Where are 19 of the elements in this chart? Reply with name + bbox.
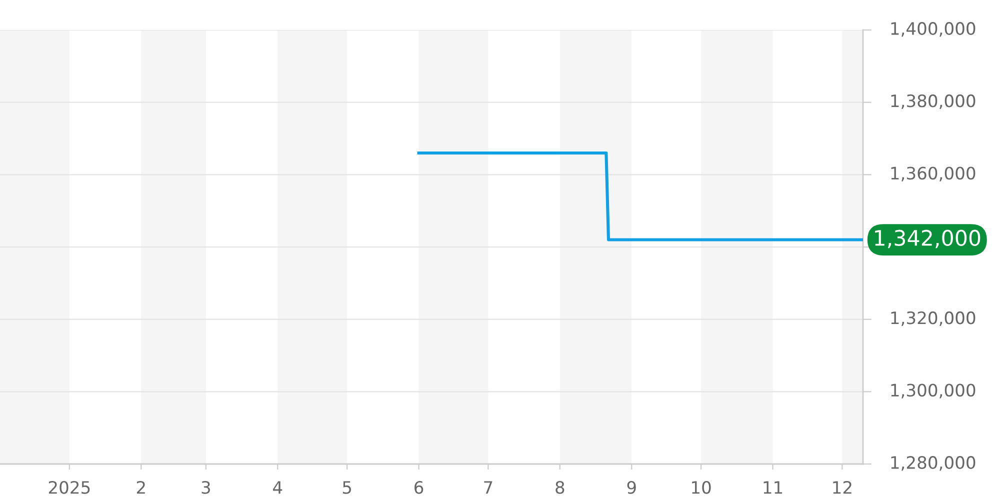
x-tick-label: 8 xyxy=(556,480,564,494)
x-tick-label: 7 xyxy=(484,481,492,494)
y-tick-label: 1,380,000 xyxy=(891,94,976,110)
y-tick-label: 1,280,000 xyxy=(891,456,976,471)
y-tick-label: 1,360,000 xyxy=(891,166,976,182)
x-tick-label: 12 xyxy=(833,480,852,494)
x-tick-label: 5 xyxy=(342,481,351,494)
y-tick-label: 1,300,000 xyxy=(891,384,976,398)
x-tick-label: 2 xyxy=(136,480,145,494)
x-tick-label: 11 xyxy=(764,481,782,494)
y-tick-label: 1,320,000 xyxy=(891,311,976,326)
x-tick-label: 10 xyxy=(692,480,711,494)
y-tick-label: 1,400,000 xyxy=(891,22,976,37)
annotation: 1,342,000 xyxy=(875,230,980,248)
x-tick-label: 2025 xyxy=(48,480,90,494)
x-tick-label: 4 xyxy=(273,481,282,494)
x-tick-label: 3 xyxy=(202,480,210,494)
x-tick-label: 6 xyxy=(414,480,424,494)
x-tick-label: 9 xyxy=(627,480,636,494)
